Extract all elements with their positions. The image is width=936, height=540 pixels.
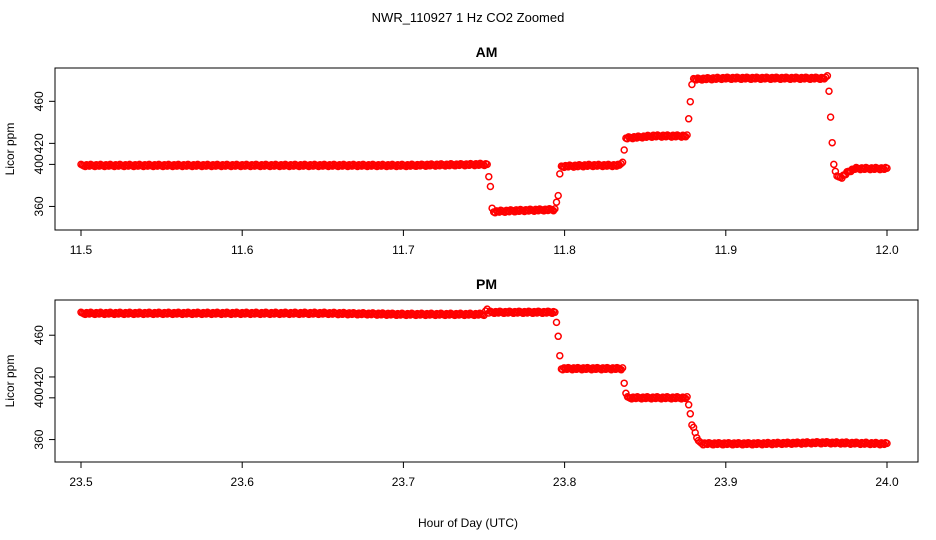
am-data-point bbox=[831, 167, 840, 176]
am-data-point bbox=[551, 205, 559, 213]
am-data-point bbox=[617, 159, 625, 168]
am-data-point bbox=[883, 164, 891, 172]
am-y-tick-label: 420 bbox=[32, 133, 46, 153]
pm-y-tick-label: 460 bbox=[32, 325, 46, 345]
am-plot-frame bbox=[54, 67, 919, 231]
am-data-point bbox=[826, 113, 835, 121]
pm-y-axis-label: Licor ppm bbox=[3, 355, 17, 408]
figure-title: NWR_110927 1 Hz CO2 Zoomed bbox=[372, 10, 565, 25]
pm-y-tick-label: 400 bbox=[32, 387, 46, 407]
pm-x-tick-label: 23.9 bbox=[714, 475, 738, 489]
pm-plot-frame bbox=[54, 299, 919, 463]
am-data-point bbox=[554, 191, 562, 200]
pm-data-point bbox=[554, 332, 562, 341]
am-x-tick-label: 11.8 bbox=[553, 243, 576, 257]
pm-y-tick-label: 360 bbox=[32, 429, 46, 449]
pm-data-point bbox=[556, 351, 564, 360]
am-data-point bbox=[684, 115, 693, 123]
am-data-point bbox=[552, 198, 561, 206]
am-data-point bbox=[828, 138, 836, 147]
pm-x-tick-label: 23.8 bbox=[553, 475, 577, 489]
am-x-tick-label: 11.9 bbox=[715, 243, 738, 257]
pm-data-point bbox=[686, 410, 695, 418]
am-x-tick-label: 11.7 bbox=[392, 243, 415, 257]
pm-data-point bbox=[683, 393, 691, 401]
am-data-point bbox=[830, 160, 838, 169]
pm-x-tick-label: 24.0 bbox=[875, 475, 899, 489]
pm-panel-title: PM bbox=[476, 276, 497, 292]
am-data-point bbox=[486, 182, 495, 191]
am-panel-title: AM bbox=[476, 44, 498, 60]
am-series bbox=[77, 72, 891, 217]
pm-y-tick-label: 420 bbox=[32, 367, 46, 387]
pm-x-tick-label: 23.5 bbox=[69, 475, 93, 489]
am-y-tick-label: 460 bbox=[32, 91, 46, 111]
pm-data-point bbox=[883, 439, 891, 448]
pm-series bbox=[77, 305, 891, 449]
pm-x-tick-label: 23.7 bbox=[392, 475, 416, 489]
am-x-tick-label: 11.5 bbox=[70, 243, 93, 257]
x-axis-label: Hour of Day (UTC) bbox=[418, 516, 518, 530]
pm-data-point bbox=[551, 308, 559, 317]
am-data-point bbox=[825, 87, 833, 95]
pm-data-point bbox=[552, 318, 561, 327]
am-data-point bbox=[485, 172, 493, 181]
am-data-point bbox=[556, 170, 564, 178]
am-x-tick-label: 12.0 bbox=[875, 243, 899, 257]
pm-x-tick-label: 23.6 bbox=[231, 475, 255, 489]
pm-data-point bbox=[620, 379, 628, 387]
am-data-point bbox=[620, 146, 628, 154]
am-data-point bbox=[618, 158, 627, 167]
am-y-tick-label: 360 bbox=[32, 196, 46, 216]
am-data-point bbox=[823, 72, 832, 80]
pm-data-point bbox=[618, 364, 627, 372]
am-data-point bbox=[681, 132, 690, 141]
pm-data-point bbox=[681, 394, 690, 403]
am-data-point bbox=[686, 97, 695, 106]
am-y-tick-label: 400 bbox=[32, 154, 46, 174]
am-y-axis-label: Licor ppm bbox=[3, 123, 17, 176]
am-data-point bbox=[683, 131, 691, 139]
am-data-point bbox=[821, 73, 830, 81]
am-data-point bbox=[483, 160, 491, 169]
pm-data-point bbox=[684, 401, 693, 409]
am-x-tick-label: 11.6 bbox=[231, 243, 254, 257]
